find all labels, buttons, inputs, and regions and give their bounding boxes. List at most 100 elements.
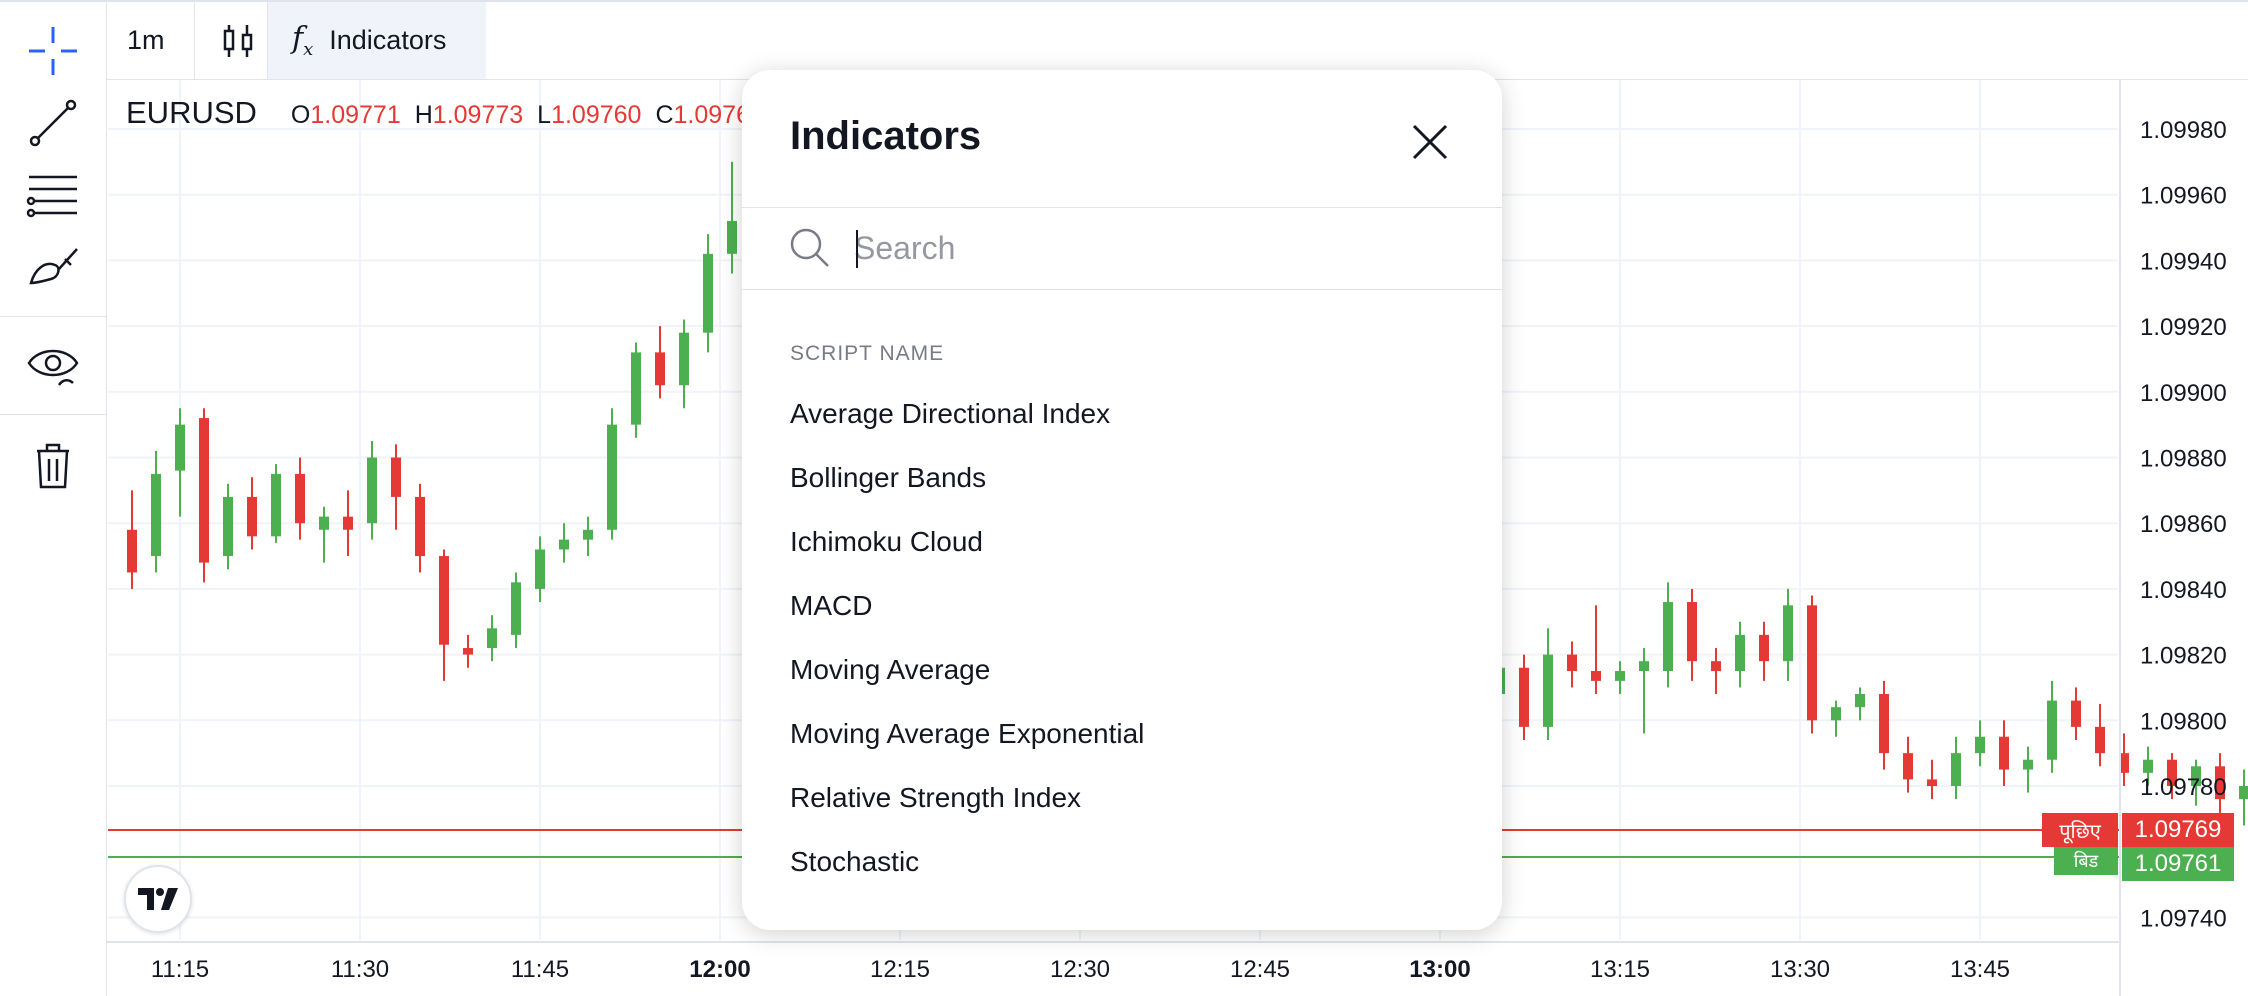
horizontal-lines-tool-button[interactable] xyxy=(0,160,106,230)
time-axis-label: 13:15 xyxy=(1590,956,1650,983)
candle-body xyxy=(1615,671,1625,681)
candle xyxy=(1831,700,1841,737)
brush-tool-button[interactable] xyxy=(0,232,106,302)
candle xyxy=(655,326,665,399)
candle-body xyxy=(391,457,401,497)
candle xyxy=(559,523,569,563)
price-axis-label: 1.09980 xyxy=(2140,117,2227,144)
text-caret xyxy=(856,230,858,268)
candle xyxy=(295,457,305,540)
candle-body xyxy=(199,418,209,563)
candle-body xyxy=(271,473,281,537)
bid-price-tag: 1.09761 xyxy=(2122,847,2234,881)
indicators-button[interactable]: fx Indicators xyxy=(268,2,486,79)
horizontal-lines-icon xyxy=(26,175,77,218)
candle xyxy=(2095,703,2105,767)
candle-body xyxy=(295,473,305,524)
time-axis-label: 12:45 xyxy=(1230,956,1290,983)
visibility-tool-button[interactable] xyxy=(0,332,106,402)
close-button[interactable] xyxy=(1402,114,1458,170)
visibility-icon xyxy=(27,349,79,386)
ask-tag: पूछिए xyxy=(2042,813,2118,847)
candle-body xyxy=(1519,667,1529,727)
high-value: 1.09773 xyxy=(432,101,524,129)
candle xyxy=(1519,654,1529,741)
indicator-item[interactable]: Ichimoku Cloud xyxy=(790,526,983,557)
price-axis-label: 1.09800 xyxy=(2140,708,2227,735)
price-axis-label: 1.09820 xyxy=(2140,643,2227,670)
indicators-dialog: Indicators SCRIPT NAME Average Direction… xyxy=(742,70,1502,930)
candle xyxy=(1735,621,1745,688)
indicators-label: Indicators xyxy=(329,25,447,55)
candle-body xyxy=(1591,671,1601,681)
candle xyxy=(2119,733,2129,786)
indicator-item[interactable]: MACD xyxy=(790,590,873,621)
indicator-list: Average Directional Index Bollinger Band… xyxy=(742,382,1502,894)
candle-body xyxy=(1711,661,1721,672)
candle xyxy=(367,441,377,540)
candle xyxy=(2167,753,2177,800)
indicator-item[interactable]: Average Directional Index xyxy=(790,398,1111,429)
candle xyxy=(679,319,689,409)
open-key: O xyxy=(290,101,311,129)
drawing-toolbar xyxy=(0,2,107,996)
time-axis-label: 12:15 xyxy=(870,956,930,983)
candle-body xyxy=(1783,605,1793,662)
candle-body xyxy=(1759,634,1769,662)
interval-button[interactable]: 1m xyxy=(127,2,187,79)
indicator-item[interactable]: Stochastic xyxy=(790,846,920,877)
candle-body xyxy=(607,424,617,530)
symbol-name: EURUSD xyxy=(126,95,257,130)
candle-body xyxy=(655,352,665,386)
candle-body xyxy=(1807,605,1817,721)
time-axis-label: 11:30 xyxy=(331,956,389,983)
candle xyxy=(1855,687,1865,721)
section-header: SCRIPT NAME xyxy=(790,342,945,365)
candle xyxy=(631,342,641,438)
candle xyxy=(511,572,521,649)
crosshair-tool-button[interactable] xyxy=(0,16,106,86)
bid-tag: बिड xyxy=(2054,847,2118,875)
close-value: 1.0976 xyxy=(673,101,750,129)
candle-body xyxy=(583,529,593,540)
candle xyxy=(2191,759,2201,806)
price-axis-label: 1.09840 xyxy=(2140,577,2227,604)
remove-drawings-button[interactable] xyxy=(0,430,106,500)
search-input[interactable] xyxy=(854,220,1454,276)
candle xyxy=(1663,582,1673,688)
tradingview-logo[interactable] xyxy=(124,865,192,933)
indicator-item[interactable]: Moving Average Exponential xyxy=(790,718,1145,749)
indicator-item[interactable]: Bollinger Bands xyxy=(790,462,987,493)
indicator-item[interactable]: Moving Average xyxy=(790,654,991,685)
candle xyxy=(175,408,185,517)
dialog-divider xyxy=(742,289,1502,290)
price-axis-label: 1.09940 xyxy=(2140,248,2227,275)
candle xyxy=(2023,746,2033,793)
trend-line-tool-button[interactable] xyxy=(0,88,106,158)
price-axis: 1.09980 1.09960 1.09940 1.09920 1.09900 1.098… xyxy=(2140,117,2227,932)
candle-body xyxy=(2119,753,2129,773)
candle-body xyxy=(343,516,353,530)
candle-body xyxy=(559,539,569,550)
candle xyxy=(535,536,545,603)
candle-body xyxy=(1639,661,1649,672)
candle-body xyxy=(127,529,137,573)
indicator-item[interactable]: Relative Strength Index xyxy=(790,782,1082,813)
low-value: 1.09760 xyxy=(551,101,642,129)
candle xyxy=(2071,687,2081,741)
close-icon xyxy=(1412,124,1448,160)
candle xyxy=(727,161,737,274)
candle-body xyxy=(1687,602,1697,662)
candle-body xyxy=(535,549,545,589)
dialog-title: Indicators xyxy=(790,114,982,158)
candle xyxy=(391,444,401,530)
candle xyxy=(1567,641,1577,688)
toolbar-divider xyxy=(194,2,195,79)
toolbar-divider xyxy=(267,2,268,79)
chart-type-button[interactable] xyxy=(213,2,263,79)
chart-header-toolbar: 1m fx Indicators xyxy=(107,2,2248,80)
time-axis: 11:15 11:30 11:45 12:00 12:15 12:30 12:45 13:00… xyxy=(151,956,2010,983)
search-icon xyxy=(790,228,829,267)
candle xyxy=(1711,648,1721,695)
high-key: H xyxy=(414,101,433,129)
